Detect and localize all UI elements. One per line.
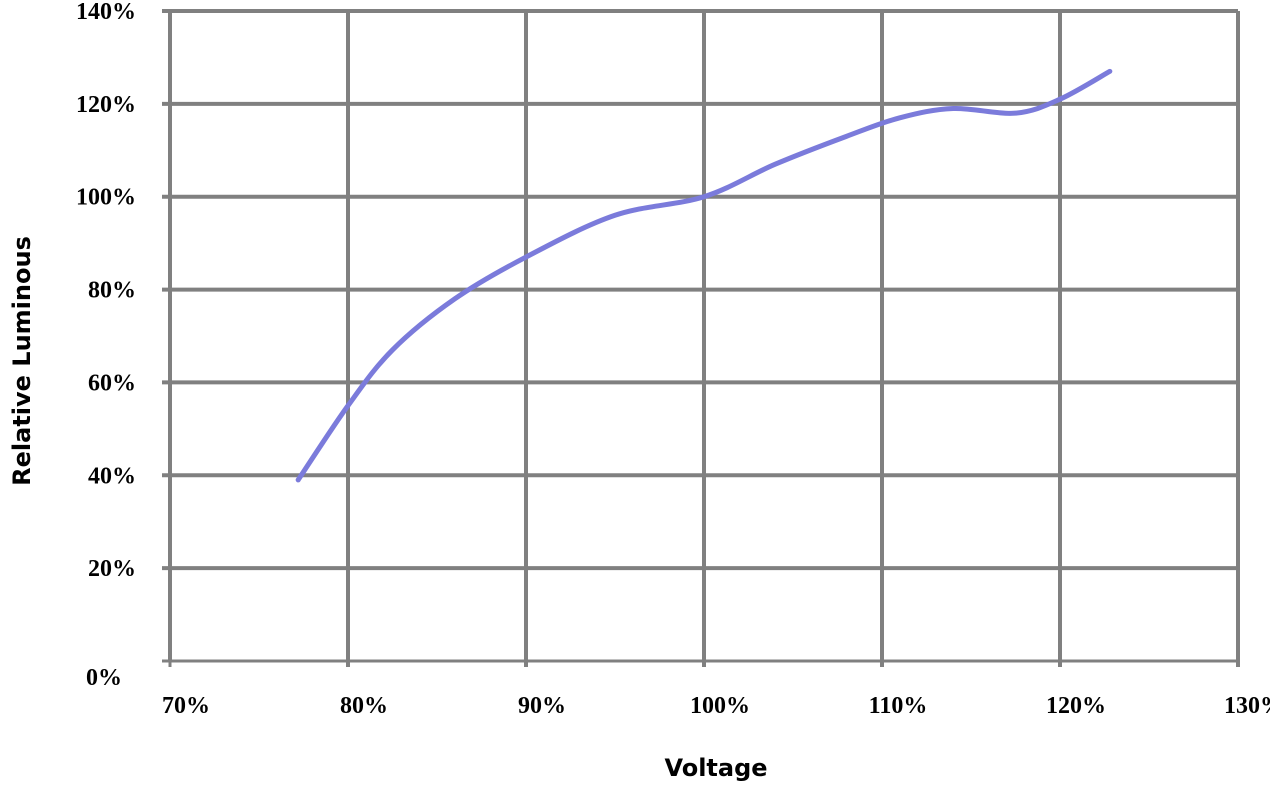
x-axis-title: Voltage [664,754,767,782]
series-line [295,68,1113,483]
y-tick-label: 0% [86,665,122,691]
y-tick-label: 40% [88,463,136,489]
y-tick-label: 20% [88,556,136,582]
axes [162,11,1238,667]
y-tick-label: 100% [76,185,136,211]
x-tick-label: 70% [162,693,210,719]
series-layer [295,68,1113,483]
y-tick-label: 120% [76,92,136,118]
x-tick-label: 80% [340,693,388,719]
grid [162,9,1240,667]
x-tick-labels: 70% 80% 90% 100% 110% 120% 130% [162,693,1270,719]
x-tick-label: 130% [1224,693,1270,719]
x-tick-label: 120% [1046,693,1106,719]
x-tick-label: 90% [518,693,566,719]
y-tick-label: 60% [88,370,136,396]
x-tick-label: 110% [869,693,928,719]
x-tick-label: 100% [690,693,750,719]
y-tick-labels: 0% 20% 40% 60% 80% 100% 120% 140% [76,0,136,691]
y-axis-title: Relative Luminous [8,236,36,486]
y-tick-label: 80% [88,278,136,304]
y-tick-label: 140% [76,0,136,25]
